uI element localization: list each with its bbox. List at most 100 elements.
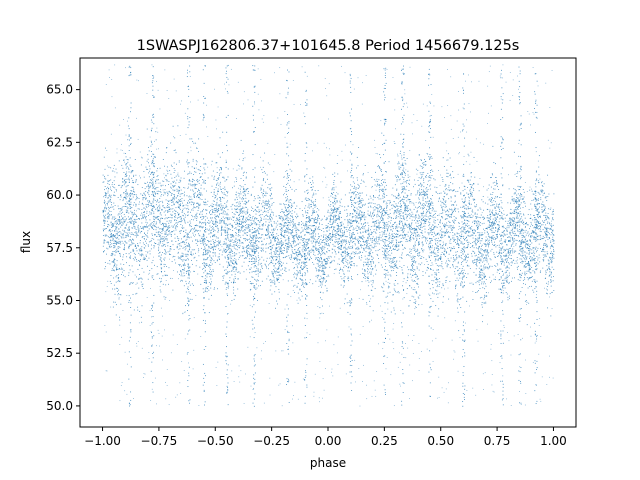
data-point — [215, 219, 217, 221]
data-point — [550, 223, 552, 225]
data-point — [178, 189, 180, 191]
data-point — [296, 260, 298, 262]
data-point — [551, 225, 553, 227]
data-point — [422, 166, 424, 168]
data-point — [484, 288, 486, 290]
data-point — [151, 194, 153, 196]
data-point — [252, 246, 254, 248]
data-point — [545, 246, 547, 248]
data-point — [244, 195, 246, 197]
data-point — [386, 248, 388, 249]
data-point — [335, 216, 336, 218]
data-point — [106, 213, 108, 215]
data-point — [494, 217, 496, 219]
data-point — [205, 250, 207, 251]
data-point — [132, 186, 134, 188]
data-point — [273, 271, 275, 273]
data-point — [156, 190, 158, 192]
data-point — [465, 231, 467, 233]
data-point — [312, 201, 314, 203]
data-point — [308, 226, 309, 228]
data-point — [508, 262, 510, 264]
data-point — [413, 296, 415, 298]
data-point — [447, 258, 449, 260]
data-point — [328, 245, 330, 247]
data-point — [505, 239, 507, 241]
data-point — [346, 302, 348, 304]
data-point — [459, 228, 461, 230]
data-point — [374, 221, 376, 222]
data-point — [536, 236, 538, 238]
data-point — [349, 230, 351, 231]
data-point — [288, 213, 290, 215]
data-point — [199, 266, 201, 268]
data-point — [115, 304, 117, 306]
data-point — [414, 232, 416, 234]
data-point — [496, 234, 498, 236]
data-point — [379, 243, 380, 245]
data-point — [409, 240, 411, 242]
data-point — [313, 210, 315, 212]
data-point — [123, 274, 124, 276]
data-point — [276, 238, 278, 240]
data-point — [414, 183, 416, 185]
data-point — [361, 179, 362, 181]
data-point — [122, 181, 124, 182]
data-point — [404, 208, 406, 209]
data-point — [316, 228, 318, 230]
data-point — [222, 229, 224, 231]
data-point — [116, 221, 118, 223]
data-point — [265, 221, 267, 223]
data-point — [394, 222, 395, 224]
data-point — [230, 224, 232, 226]
data-point — [115, 220, 117, 222]
data-point — [111, 204, 112, 206]
data-point — [551, 260, 553, 262]
data-point — [149, 168, 151, 170]
data-point — [103, 251, 105, 253]
data-point — [332, 187, 334, 189]
data-point — [194, 171, 196, 173]
data-point — [479, 236, 481, 238]
data-point — [240, 215, 242, 217]
data-point — [495, 217, 497, 219]
data-point — [535, 190, 537, 192]
data-point — [367, 271, 368, 273]
data-point — [297, 249, 299, 251]
data-point — [154, 166, 156, 168]
data-point — [122, 211, 124, 213]
data-point — [343, 247, 345, 249]
data-point — [219, 220, 221, 222]
data-point — [158, 179, 159, 181]
data-point — [212, 220, 214, 222]
data-point — [117, 248, 119, 249]
data-point — [471, 246, 473, 248]
data-point — [118, 242, 120, 244]
data-point — [529, 239, 530, 241]
data-point — [499, 208, 500, 210]
data-point — [157, 226, 159, 228]
data-point — [224, 256, 226, 258]
data-point — [532, 270, 534, 272]
data-point — [546, 285, 548, 287]
data-point — [515, 234, 517, 236]
data-point — [256, 247, 258, 249]
data-point — [393, 307, 395, 309]
data-point — [141, 305, 143, 307]
data-point — [291, 206, 292, 208]
data-point — [158, 216, 160, 217]
data-point — [337, 247, 338, 249]
data-point — [437, 233, 438, 235]
data-point — [124, 240, 126, 242]
data-point — [419, 202, 421, 204]
data-point — [521, 272, 523, 274]
data-point — [181, 228, 183, 229]
data-point — [363, 228, 365, 230]
data-point — [250, 255, 252, 257]
data-point — [414, 269, 416, 271]
data-point — [453, 220, 455, 222]
data-point — [350, 240, 352, 242]
data-point — [344, 235, 346, 237]
data-point — [362, 204, 364, 206]
data-point — [121, 185, 123, 187]
